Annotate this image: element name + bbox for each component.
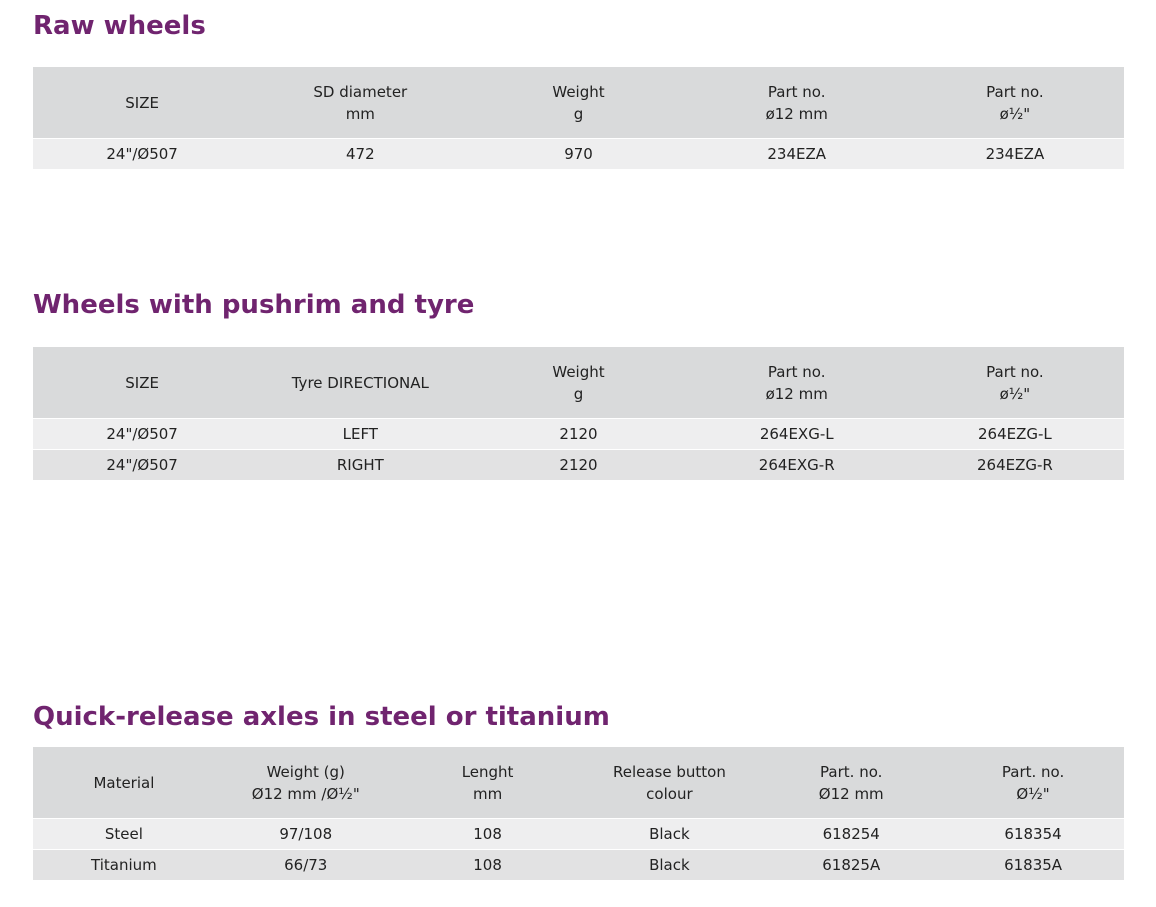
header-line: Weight xyxy=(552,362,605,381)
table-cell: LEFT xyxy=(342,425,378,443)
header-cell: Tyre DIRECTIONAL xyxy=(251,347,469,418)
table-row: 24"/Ø507 LEFT 2120 264EXG-L 264EZG-L xyxy=(33,419,1124,449)
header-line: g xyxy=(573,384,584,403)
table-cell: 264EZG-L xyxy=(978,425,1052,443)
header-line: Part no. xyxy=(986,82,1044,101)
header-line: Ø½" xyxy=(1016,784,1050,803)
header-cell: Part. no. Ø12 mm xyxy=(760,747,942,818)
header-line: Part. no. xyxy=(1001,762,1065,781)
table-cell: 61825A xyxy=(822,856,881,874)
table-cell: 264EZG-R xyxy=(976,456,1053,474)
table-header: SIZE SD diameter mm Weight g Part no. ø12 mm Pa… xyxy=(33,67,1124,138)
table-cell: 108 xyxy=(473,825,502,843)
header-line: Material xyxy=(93,773,155,792)
header-line: colour xyxy=(646,784,693,803)
table-cell: 61835A xyxy=(1004,856,1063,874)
header-line: Release button xyxy=(612,762,726,781)
header-cell: Weight g xyxy=(469,67,687,138)
table: Material Weight (g) Ø12 mm /Ø½" Lenght mm Rel… xyxy=(33,747,1124,880)
table-cell: RIGHT xyxy=(336,456,384,474)
header-line: mm xyxy=(345,104,375,123)
header-cell: Lenght mm xyxy=(397,747,579,818)
header-line: SIZE xyxy=(125,373,159,392)
table-header: Material Weight (g) Ø12 mm /Ø½" Lenght mm Rel… xyxy=(33,747,1124,818)
table-cell: 234EZA xyxy=(767,145,827,163)
table-row: 24"/Ø507 472 970 234EZA 234EZA xyxy=(33,139,1124,169)
table-cell: 472 xyxy=(345,145,375,163)
table-cell: Steel xyxy=(104,825,143,843)
table-cell: 66/73 xyxy=(284,856,328,874)
header-cell: Part no. ø12 mm xyxy=(688,347,906,418)
table-cell: Black xyxy=(649,825,690,843)
header-line: ø½" xyxy=(999,104,1031,123)
table-cell: 234EZA xyxy=(985,145,1045,163)
table: SIZE Tyre DIRECTIONAL Weight g Part no. ø12 m… xyxy=(33,347,1124,480)
section-title: Raw wheels xyxy=(33,11,206,41)
header-cell: Weight g xyxy=(469,347,687,418)
header-line: Part no. xyxy=(767,82,826,101)
header-cell: SD diameter mm xyxy=(251,67,469,138)
header-line: ø½" xyxy=(999,384,1031,403)
table-row: Titanium 66/73 108 Black 61825A 61835A xyxy=(33,850,1124,880)
table-cell: 970 xyxy=(564,145,593,163)
header-cell: SIZE xyxy=(33,67,251,138)
table: SIZE SD diameter mm Weight g Part no. ø12 mm Pa… xyxy=(33,67,1124,169)
table-cell: 97/108 xyxy=(279,825,333,843)
header-cell: SIZE xyxy=(33,347,251,418)
header-line: ø12 mm xyxy=(765,384,828,403)
section-title: Wheels with pushrim and tyre xyxy=(33,290,475,320)
table-cell: Titanium xyxy=(91,856,157,874)
header-line: Weight (g) xyxy=(266,762,345,781)
header-line: Part no. xyxy=(767,362,826,381)
table-row: Steel 97/108 108 Black 618254 618354 xyxy=(33,819,1124,849)
table-cell: Black xyxy=(649,856,690,874)
header-line: SIZE xyxy=(125,93,159,112)
header-cell: Material xyxy=(33,747,215,818)
header-line: mm xyxy=(472,784,503,803)
header-cell: Part no. ø½" xyxy=(906,67,1124,138)
header-cell: Release button colour xyxy=(578,747,760,818)
header-cell: Part no. ø12 mm xyxy=(688,67,906,138)
table-row: 24"/Ø507 RIGHT 2120 264EXG-R 264EZG-R xyxy=(33,450,1124,480)
header-cell: Weight (g) Ø12 mm /Ø½" xyxy=(215,747,397,818)
table-cell: 24"/Ø507 xyxy=(106,456,178,474)
table-cell: 618354 xyxy=(1004,825,1062,843)
header-line: Ø12 mm xyxy=(818,784,884,803)
header-line: Part. no. xyxy=(820,762,883,781)
header-line: Tyre DIRECTIONAL xyxy=(291,373,429,392)
header-line: SD diameter xyxy=(313,82,408,101)
header-line: ø12 mm xyxy=(765,104,828,123)
table-cell: 264EXG-L xyxy=(759,425,834,443)
table-cell: 618254 xyxy=(822,825,880,843)
table-cell: 24"/Ø507 xyxy=(106,145,178,163)
header-line: Ø12 mm /Ø½" xyxy=(251,784,360,803)
table-cell: 2120 xyxy=(559,425,598,443)
section-title: Quick-release axles in steel or titanium xyxy=(33,702,610,732)
header-line: Weight xyxy=(552,82,605,101)
table-header: SIZE Tyre DIRECTIONAL Weight g Part no. ø12 m… xyxy=(33,347,1124,418)
table-cell: 108 xyxy=(473,856,502,874)
table-cell: 264EXG-R xyxy=(758,456,835,474)
table-cell: 24"/Ø507 xyxy=(106,425,178,443)
table-cell: 2120 xyxy=(559,456,598,474)
header-line: Part no. xyxy=(986,362,1044,381)
header-cell: Part no. ø½" xyxy=(906,347,1124,418)
header-cell: Part. no. Ø½" xyxy=(942,747,1124,818)
header-line: g xyxy=(573,104,584,123)
header-line: Lenght xyxy=(461,762,514,781)
